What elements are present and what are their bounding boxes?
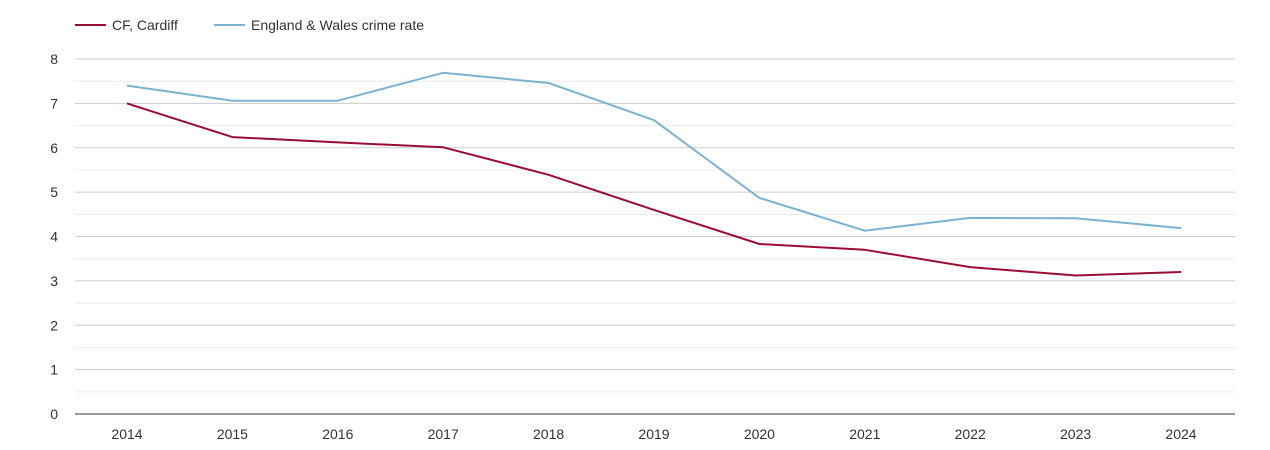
x-tick-label: 2023 bbox=[1060, 426, 1091, 442]
y-tick-label: 1 bbox=[50, 362, 58, 378]
legend-item-cardiff[interactable]: CF, Cardiff bbox=[75, 17, 178, 33]
y-tick-label: 0 bbox=[50, 406, 58, 422]
y-tick-label: 8 bbox=[50, 51, 58, 67]
x-tick-label: 2024 bbox=[1165, 426, 1196, 442]
x-tick-label: 2016 bbox=[322, 426, 353, 442]
x-tick-label: 2022 bbox=[955, 426, 986, 442]
x-tick-label: 2019 bbox=[638, 426, 669, 442]
y-tick-label: 3 bbox=[50, 273, 58, 289]
series-line-england-wales[interactable] bbox=[126, 71, 1182, 232]
y-tick-label: 4 bbox=[50, 229, 58, 245]
series-lines bbox=[126, 71, 1182, 277]
x-tick-label: 2018 bbox=[533, 426, 564, 442]
y-tick-label: 6 bbox=[50, 140, 58, 156]
x-tick-label: 2021 bbox=[849, 426, 880, 442]
legend-label-cardiff: CF, Cardiff bbox=[112, 17, 178, 33]
y-tick-label: 5 bbox=[50, 184, 58, 200]
x-tick-label: 2017 bbox=[428, 426, 459, 442]
legend-label-england-wales: England & Wales crime rate bbox=[251, 17, 424, 33]
y-axis-ticks: 0 1 2 3 4 5 6 7 8 bbox=[50, 51, 58, 422]
y-tick-label: 2 bbox=[50, 317, 58, 333]
x-tick-label: 2014 bbox=[111, 426, 142, 442]
x-tick-label: 2020 bbox=[744, 426, 775, 442]
x-axis-ticks: 2014 2015 2016 2017 2018 2019 2020 2021 2022 2023… bbox=[111, 426, 1196, 442]
y-tick-label: 7 bbox=[50, 95, 58, 111]
x-tick-label: 2015 bbox=[217, 426, 248, 442]
series-line-cardiff[interactable] bbox=[126, 102, 1182, 277]
gridlines bbox=[75, 58, 1235, 393]
legend: CF, Cardiff England & Wales crime rate bbox=[75, 17, 424, 33]
legend-item-england-wales[interactable]: England & Wales crime rate bbox=[214, 17, 424, 33]
